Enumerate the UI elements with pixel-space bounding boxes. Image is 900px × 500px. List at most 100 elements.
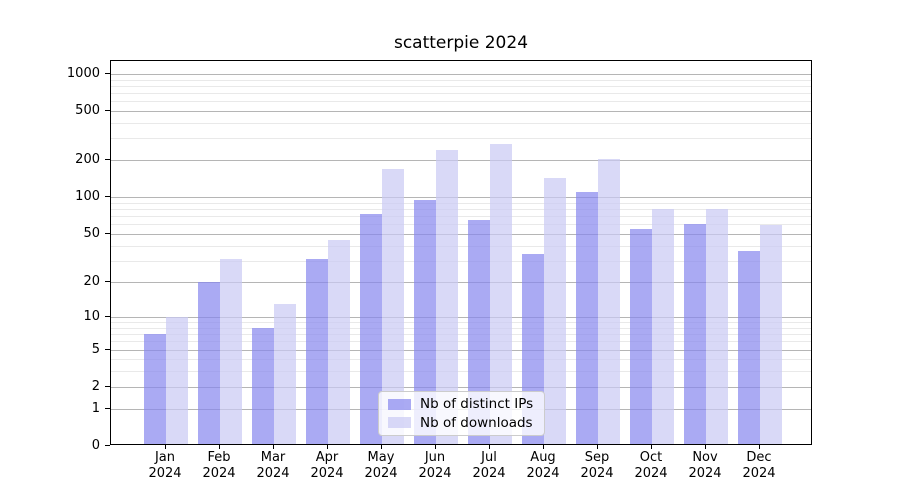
x-tick-year: 2024 <box>148 466 182 481</box>
bar-distinct-ips <box>630 228 652 444</box>
y-gridline-major <box>111 387 811 388</box>
y-tick-mark <box>105 159 110 160</box>
y-gridline-minor <box>111 370 811 372</box>
bar-downloads <box>274 303 296 444</box>
x-tick-mark <box>165 445 166 449</box>
x-tick-year: 2024 <box>634 466 668 481</box>
y-tick-label: 5 <box>91 341 100 357</box>
plot-area <box>110 60 812 445</box>
y-tick-mark <box>105 73 110 74</box>
bar-distinct-ips <box>414 200 436 444</box>
y-gridline-minor <box>111 245 811 247</box>
y-gridline-minor <box>111 202 811 204</box>
y-gridline-major <box>111 317 811 318</box>
x-tick-month: Jun <box>424 450 446 465</box>
y-gridline-minor <box>111 341 811 343</box>
x-tick-year: 2024 <box>364 466 398 481</box>
y-gridline-minor <box>111 122 811 124</box>
legend-swatch-downloads <box>388 417 411 429</box>
y-gridline-minor <box>111 333 811 335</box>
x-tick-mark <box>597 445 598 449</box>
x-tick-month: Aug <box>530 450 556 465</box>
x-tick-mark <box>273 445 274 449</box>
y-tick-mark <box>105 110 110 111</box>
x-tick-month: Mar <box>260 450 286 465</box>
x-tick-year: 2024 <box>742 466 776 481</box>
x-tick-mark <box>489 445 490 449</box>
bar-distinct-ips <box>144 333 166 444</box>
y-tick-label: 10 <box>83 308 100 324</box>
y-gridline-major <box>111 111 811 112</box>
y-gridline-minor <box>111 224 811 226</box>
x-tick-year: 2024 <box>418 466 452 481</box>
y-tick-mark <box>105 349 110 350</box>
x-tick-label: Mar 2024 <box>241 450 305 482</box>
y-gridline-minor <box>111 359 811 360</box>
legend-swatch-distinct-ips <box>388 398 411 410</box>
y-tick-label: 200 <box>75 151 100 167</box>
x-tick-mark <box>327 445 328 449</box>
x-tick-month: Apr <box>315 450 339 465</box>
y-gridline-major <box>111 197 811 198</box>
legend: Nb of distinct IPs Nb of downloads <box>378 391 545 436</box>
y-tick-label: 50 <box>83 225 100 241</box>
x-tick-label: Jul 2024 <box>457 450 521 482</box>
bar-downloads <box>328 239 350 444</box>
legend-label-downloads: Nb of downloads <box>420 414 533 431</box>
bar-distinct-ips <box>360 213 382 444</box>
x-tick-year: 2024 <box>580 466 614 481</box>
x-tick-year: 2024 <box>202 466 236 481</box>
y-tick-label: 500 <box>75 102 100 118</box>
x-tick-mark <box>651 445 652 449</box>
bar-downloads <box>436 150 458 444</box>
bar-distinct-ips <box>684 224 706 444</box>
y-tick-label: 100 <box>75 188 100 204</box>
y-gridline-major <box>111 282 811 283</box>
y-gridline-major <box>111 160 811 161</box>
x-tick-mark <box>705 445 706 449</box>
x-tick-mark <box>759 445 760 449</box>
x-tick-label: May 2024 <box>349 450 413 482</box>
y-gridline-minor <box>111 327 811 329</box>
x-tick-year: 2024 <box>310 466 344 481</box>
y-tick-mark <box>105 316 110 317</box>
y-tick-label: 20 <box>83 273 100 289</box>
y-tick-mark <box>105 408 110 409</box>
x-tick-year: 2024 <box>688 466 722 481</box>
y-tick-mark <box>105 445 110 446</box>
bar-downloads <box>490 143 512 444</box>
y-gridline-minor <box>111 93 811 95</box>
x-tick-label: Nov 2024 <box>673 450 737 482</box>
x-tick-month: Jan <box>154 450 176 465</box>
x-tick-mark <box>381 445 382 449</box>
x-tick-label: Sep 2024 <box>565 450 629 482</box>
y-gridline-minor <box>111 101 811 103</box>
legend-item-distinct-ips: Nb of distinct IPs <box>388 396 535 412</box>
y-gridline-minor <box>111 138 811 140</box>
x-tick-label: Jan 2024 <box>133 450 197 482</box>
x-tick-label: Oct 2024 <box>619 450 683 482</box>
y-gridline-major <box>111 350 811 351</box>
bar-downloads <box>760 225 782 444</box>
bar-distinct-ips <box>252 327 274 444</box>
x-tick-mark <box>543 445 544 449</box>
bar-downloads <box>706 208 728 444</box>
legend-item-downloads: Nb of downloads <box>388 415 535 431</box>
x-tick-month: May <box>367 450 395 465</box>
y-gridline-minor <box>111 79 811 81</box>
x-tick-label: Aug 2024 <box>511 450 575 482</box>
y-tick-mark <box>105 281 110 282</box>
y-gridline-minor <box>111 216 811 218</box>
x-tick-month: Sep <box>584 450 610 465</box>
x-tick-year: 2024 <box>472 466 506 481</box>
y-tick-label: 2 <box>91 378 100 394</box>
x-tick-label: Feb 2024 <box>187 450 251 482</box>
x-tick-mark <box>219 445 220 449</box>
bar-distinct-ips <box>576 191 598 444</box>
y-gridline-major <box>111 74 811 75</box>
x-tick-label: Dec 2024 <box>727 450 791 482</box>
bar-downloads <box>598 158 620 444</box>
x-tick-month: Dec <box>746 450 772 465</box>
bar-downloads <box>652 208 674 444</box>
